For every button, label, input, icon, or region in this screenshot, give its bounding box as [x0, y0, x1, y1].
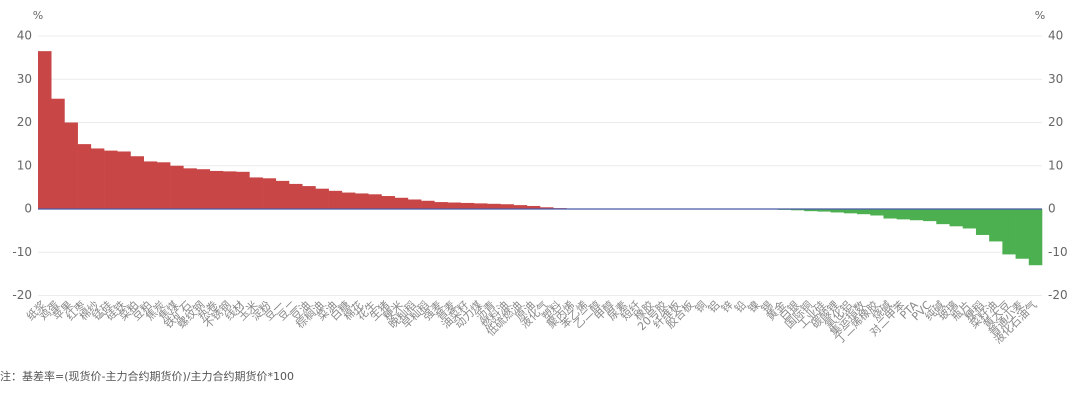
bar: [117, 151, 131, 209]
y2-tick-label: -10: [1048, 245, 1068, 259]
bar: [844, 209, 858, 213]
bar: [381, 196, 395, 209]
bar: [408, 199, 422, 209]
y2-tick-label: 0: [1048, 202, 1056, 216]
bar: [448, 203, 462, 209]
bar: [368, 194, 382, 209]
bar: [236, 172, 250, 209]
y2-tick-label: -20: [1048, 288, 1068, 302]
y-tick-label: 30: [17, 72, 32, 86]
bar: [104, 151, 118, 209]
y-unit: %: [33, 9, 43, 22]
bar: [461, 203, 475, 209]
bar: [210, 171, 224, 209]
y2-tick-label: 30: [1048, 72, 1063, 86]
bar: [51, 99, 65, 209]
bar: [329, 191, 343, 209]
bar: [130, 156, 144, 209]
bar: [38, 51, 52, 209]
y2-tick-label: 20: [1048, 115, 1063, 129]
y-tick-label: 10: [17, 158, 32, 172]
bar: [989, 209, 1003, 241]
bar: [170, 166, 184, 209]
bar: [78, 144, 92, 209]
bar: [289, 184, 303, 209]
bar: [276, 181, 290, 209]
bar: [91, 148, 105, 209]
y-tick-label: 20: [17, 115, 32, 129]
bar: [1016, 209, 1030, 259]
bar: [434, 202, 448, 209]
footnote: 注：基差率=(现货价-主力合约期货价)/主力合约期货价*100: [0, 369, 294, 383]
y-tick-label: -10: [12, 245, 32, 259]
bar: [421, 201, 435, 209]
bar: [144, 161, 158, 209]
y-tick-label: 0: [24, 202, 32, 216]
bar: [500, 204, 514, 209]
bar: [487, 204, 501, 209]
bar: [315, 189, 329, 209]
bar: [950, 209, 964, 226]
bar: [223, 171, 237, 209]
bar: [897, 209, 911, 219]
y2-tick-label: 10: [1048, 158, 1063, 172]
bar: [395, 198, 409, 209]
bar: [302, 186, 316, 209]
y2-tick-label: 40: [1048, 29, 1063, 43]
y-tick-label: -20: [12, 288, 32, 302]
bar: [183, 168, 197, 209]
bar: [910, 209, 924, 220]
bar: [263, 178, 277, 209]
bar: [883, 209, 897, 219]
bar: [870, 209, 884, 215]
y2-unit: %: [1035, 9, 1045, 22]
bar: [157, 162, 171, 209]
bar: [249, 177, 263, 209]
bar: [963, 209, 977, 228]
bar: [474, 203, 488, 209]
bar: [355, 193, 369, 209]
bar: [197, 169, 211, 209]
bar: [936, 209, 950, 224]
bar: [976, 209, 990, 235]
y-tick-label: 40: [17, 29, 32, 43]
bar: [342, 193, 356, 209]
bar: [64, 123, 78, 210]
bar: [857, 209, 871, 214]
bar: [1002, 209, 1016, 254]
bar: [923, 209, 937, 221]
bar: [1029, 209, 1043, 265]
